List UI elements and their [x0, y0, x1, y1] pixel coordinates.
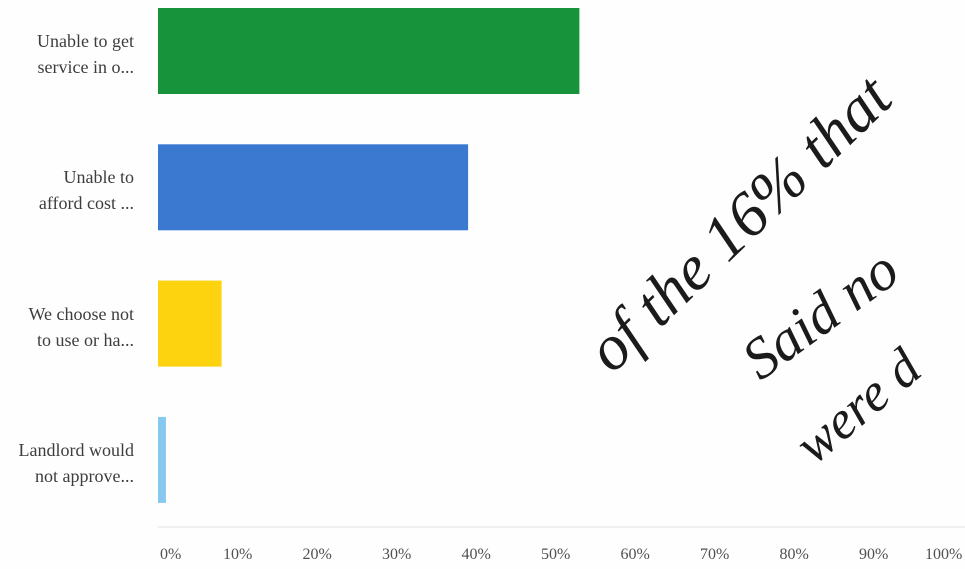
x-tick-label-1: 10%: [223, 546, 253, 563]
x-tick-label-9: 90%: [859, 546, 889, 563]
bar-2: [158, 144, 469, 231]
x-tick-label-0: 0%: [160, 546, 182, 563]
x-tick-label-3: 30%: [382, 546, 412, 563]
bar-1: [158, 8, 580, 94]
x-tick-label-6: 60%: [620, 546, 650, 563]
category-label-1: Unable to get service in o...: [37, 31, 134, 77]
x-tick-label-7: 70%: [700, 546, 730, 563]
x-tick-label-5: 50%: [541, 546, 571, 563]
category-label-3: We choose not to use or ha...: [28, 303, 134, 350]
category-label-4: Landlord would not approve...: [18, 439, 134, 486]
bar-4: [158, 416, 166, 503]
bar-3: [158, 280, 222, 367]
category-label-2: Unable to afford cost ...: [38, 167, 134, 214]
x-tick-label-10: 100%: [925, 546, 963, 563]
x-tick-label-8: 80%: [779, 546, 809, 563]
x-tick-label-4: 40%: [461, 546, 491, 563]
x-tick-label-2: 20%: [302, 546, 332, 563]
